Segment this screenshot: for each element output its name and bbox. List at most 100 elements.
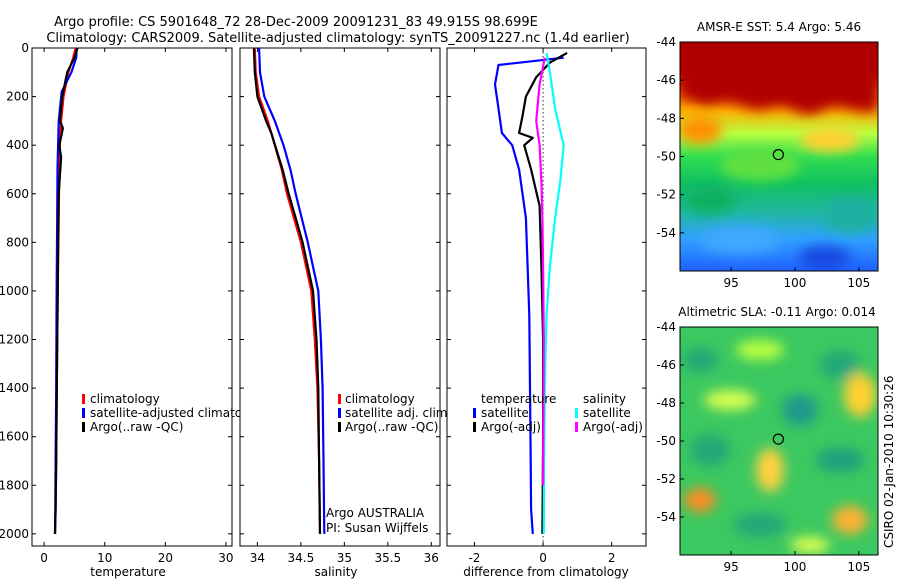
series-salinity [252, 47, 326, 534]
legend-swatch-sal-satellite [575, 408, 578, 418]
y-tick-label: 1800 [0, 478, 29, 492]
timestamp-stamp: CSIRO 02-Jan-2010 10:30:26 [882, 376, 896, 548]
legend-label-temp-argo: Argo(-adj) [481, 420, 541, 434]
y-tick-label: 600 [6, 187, 29, 201]
x-tick-label: 20 [158, 551, 173, 565]
axes-frame-temperature [31, 47, 233, 547]
map-sst: AMSR-E SST: 5.4 Argo: 5.46 95 100 105 -44 -4… [656, 20, 879, 290]
ticks-sla: 95 100 105 -44 -46 -48 -50 -52 -54 [656, 320, 870, 574]
legend-label-satellite: satellite-adjusted climatology [90, 406, 268, 420]
series-line-satellite-adj-clim [258, 47, 326, 534]
xlabel-temperature: temperature [90, 565, 165, 579]
y-tick-label: -54 [656, 226, 676, 240]
series-line-salinity-satellite [542, 52, 565, 534]
y-tick-label: 0 [21, 41, 29, 55]
legend-title-salinity: salinity [583, 392, 626, 406]
legend-swatch-sal-argo [575, 422, 578, 432]
legend-swatch-temp-argo [473, 422, 476, 432]
x-tick-label: 95 [723, 560, 738, 574]
x-tick-label: 105 [847, 276, 870, 290]
ticks-salinity: 34 34.5 35 35.5 36 [240, 47, 440, 565]
argo-position-marker [772, 433, 784, 445]
series-difference [493, 51, 568, 534]
axes-frame-salinity [239, 47, 441, 547]
legend-label-argo: Argo(..raw -QC) [90, 420, 183, 434]
title-line-2: Climatology: CARS2009. Satellite-adjuste… [46, 31, 629, 46]
x-tick-label: 30 [218, 551, 233, 565]
title-line-1: Argo profile: CS 5901648_72 28-Dec-2009 … [54, 15, 538, 30]
xlabel-difference: difference from climatology [463, 565, 629, 579]
legend-label-sal-satellite: satellite [583, 406, 631, 420]
x-tick-label: 35.5 [374, 551, 401, 565]
legend-label-climatology: climatology [345, 392, 415, 406]
legend-swatch-argo [82, 422, 85, 432]
y-tick-label: -46 [656, 358, 676, 372]
x-tick-label: 0 [539, 551, 547, 565]
argo-position-marker [772, 148, 784, 161]
y-tick-label: 2000 [0, 527, 29, 541]
y-tick-label: -46 [656, 73, 676, 87]
y-tick-label: -50 [656, 434, 676, 448]
axes-frame-difference [446, 47, 647, 547]
y-tick-label: 800 [6, 235, 29, 249]
panel-difference: -2 0 2 difference from climatology tempera… [446, 47, 647, 579]
map-sst-title: AMSR-E SST: 5.4 Argo: 5.46 [697, 20, 861, 34]
y-tick-label: -52 [656, 188, 676, 202]
series-line-salinity-argo-adj [535, 57, 546, 486]
x-tick-label: 34.5 [288, 551, 315, 565]
xlabel-salinity: salinity [314, 565, 357, 579]
legend-title-temperature: temperature [481, 392, 556, 406]
y-tick-label: 1400 [0, 381, 29, 395]
x-tick-label: 0 [40, 551, 48, 565]
y-tick-label: -52 [656, 472, 676, 486]
legend-swatch-climatology [82, 394, 85, 404]
legend-difference: temperature salinity satellite Argo(-adj… [473, 392, 643, 434]
legend-salinity: climatology satellite adj. clim. Argo(..… [338, 392, 451, 434]
x-tick-label: 2 [608, 551, 616, 565]
legend-label-climatology: climatology [90, 392, 160, 406]
series-temperature [53, 47, 79, 534]
y-tick-label: 1600 [0, 430, 29, 444]
legend-swatch-argo [338, 422, 341, 432]
annotation-pi: PI: Susan Wijffels [326, 521, 428, 535]
x-tick-label: 10 [97, 551, 112, 565]
y-tick-label: -48 [656, 396, 676, 410]
panel-temperature: 0 10 20 30 0 200 400 600 800 1000 1200 1400 1600 1800… [0, 41, 268, 579]
y-tick-label: 400 [6, 138, 29, 152]
x-tick-label: -2 [468, 551, 480, 565]
x-tick-label: 34 [250, 551, 265, 565]
y-tick-label: -44 [656, 320, 676, 334]
y-tick-label: -50 [656, 150, 676, 164]
series-line-temperature-satellite [493, 56, 564, 534]
series-line-argo-raw-qc [252, 47, 322, 534]
y-tick-label: 1000 [0, 284, 29, 298]
map-sla: Altimetric SLA: -0.11 Argo: 0.014 95 10 [656, 305, 879, 574]
y-tick-label: 1200 [0, 333, 29, 347]
x-tick-label: 100 [784, 560, 807, 574]
y-tick-label: -54 [656, 510, 676, 524]
legend-label-satellite: satellite adj. clim. [345, 406, 451, 420]
ticks-temperature: 0 10 20 30 0 200 400 600 800 1000 1200 1400 1600 1800… [0, 41, 234, 565]
x-tick-label: 100 [784, 276, 807, 290]
series-line-climatology [253, 47, 322, 534]
panel-salinity: 34 34.5 35 35.5 36 salinity climatology sate… [239, 47, 451, 579]
series-line-argo-raw-qc [53, 47, 79, 534]
legend-swatch-climatology [338, 394, 341, 404]
legend-swatch-satellite [338, 408, 341, 418]
legend-temperature: climatology satellite-adjusted climatolo… [82, 392, 268, 434]
x-tick-label: 36 [424, 551, 439, 565]
legend-label-temp-satellite: satellite [481, 406, 529, 420]
ticks-difference: -2 0 2 [447, 47, 646, 565]
legend-label-sal-argo: Argo(-adj) [583, 420, 643, 434]
legend-label-argo: Argo(..raw -QC) [345, 420, 438, 434]
legend-swatch-temp-satellite [473, 408, 476, 418]
ticks-sst: 95 100 105 -44 -46 -48 -50 -52 -54 [656, 35, 870, 290]
sla-heatmap [680, 327, 878, 555]
x-tick-label: 95 [723, 276, 738, 290]
y-tick-label: 200 [6, 90, 29, 104]
annotation-argo-country: Argo AUSTRALIA [326, 506, 425, 520]
y-tick-label: -44 [656, 35, 676, 49]
y-tick-label: -48 [656, 111, 676, 125]
x-tick-label: 35 [337, 551, 352, 565]
legend-swatch-satellite [82, 408, 85, 418]
